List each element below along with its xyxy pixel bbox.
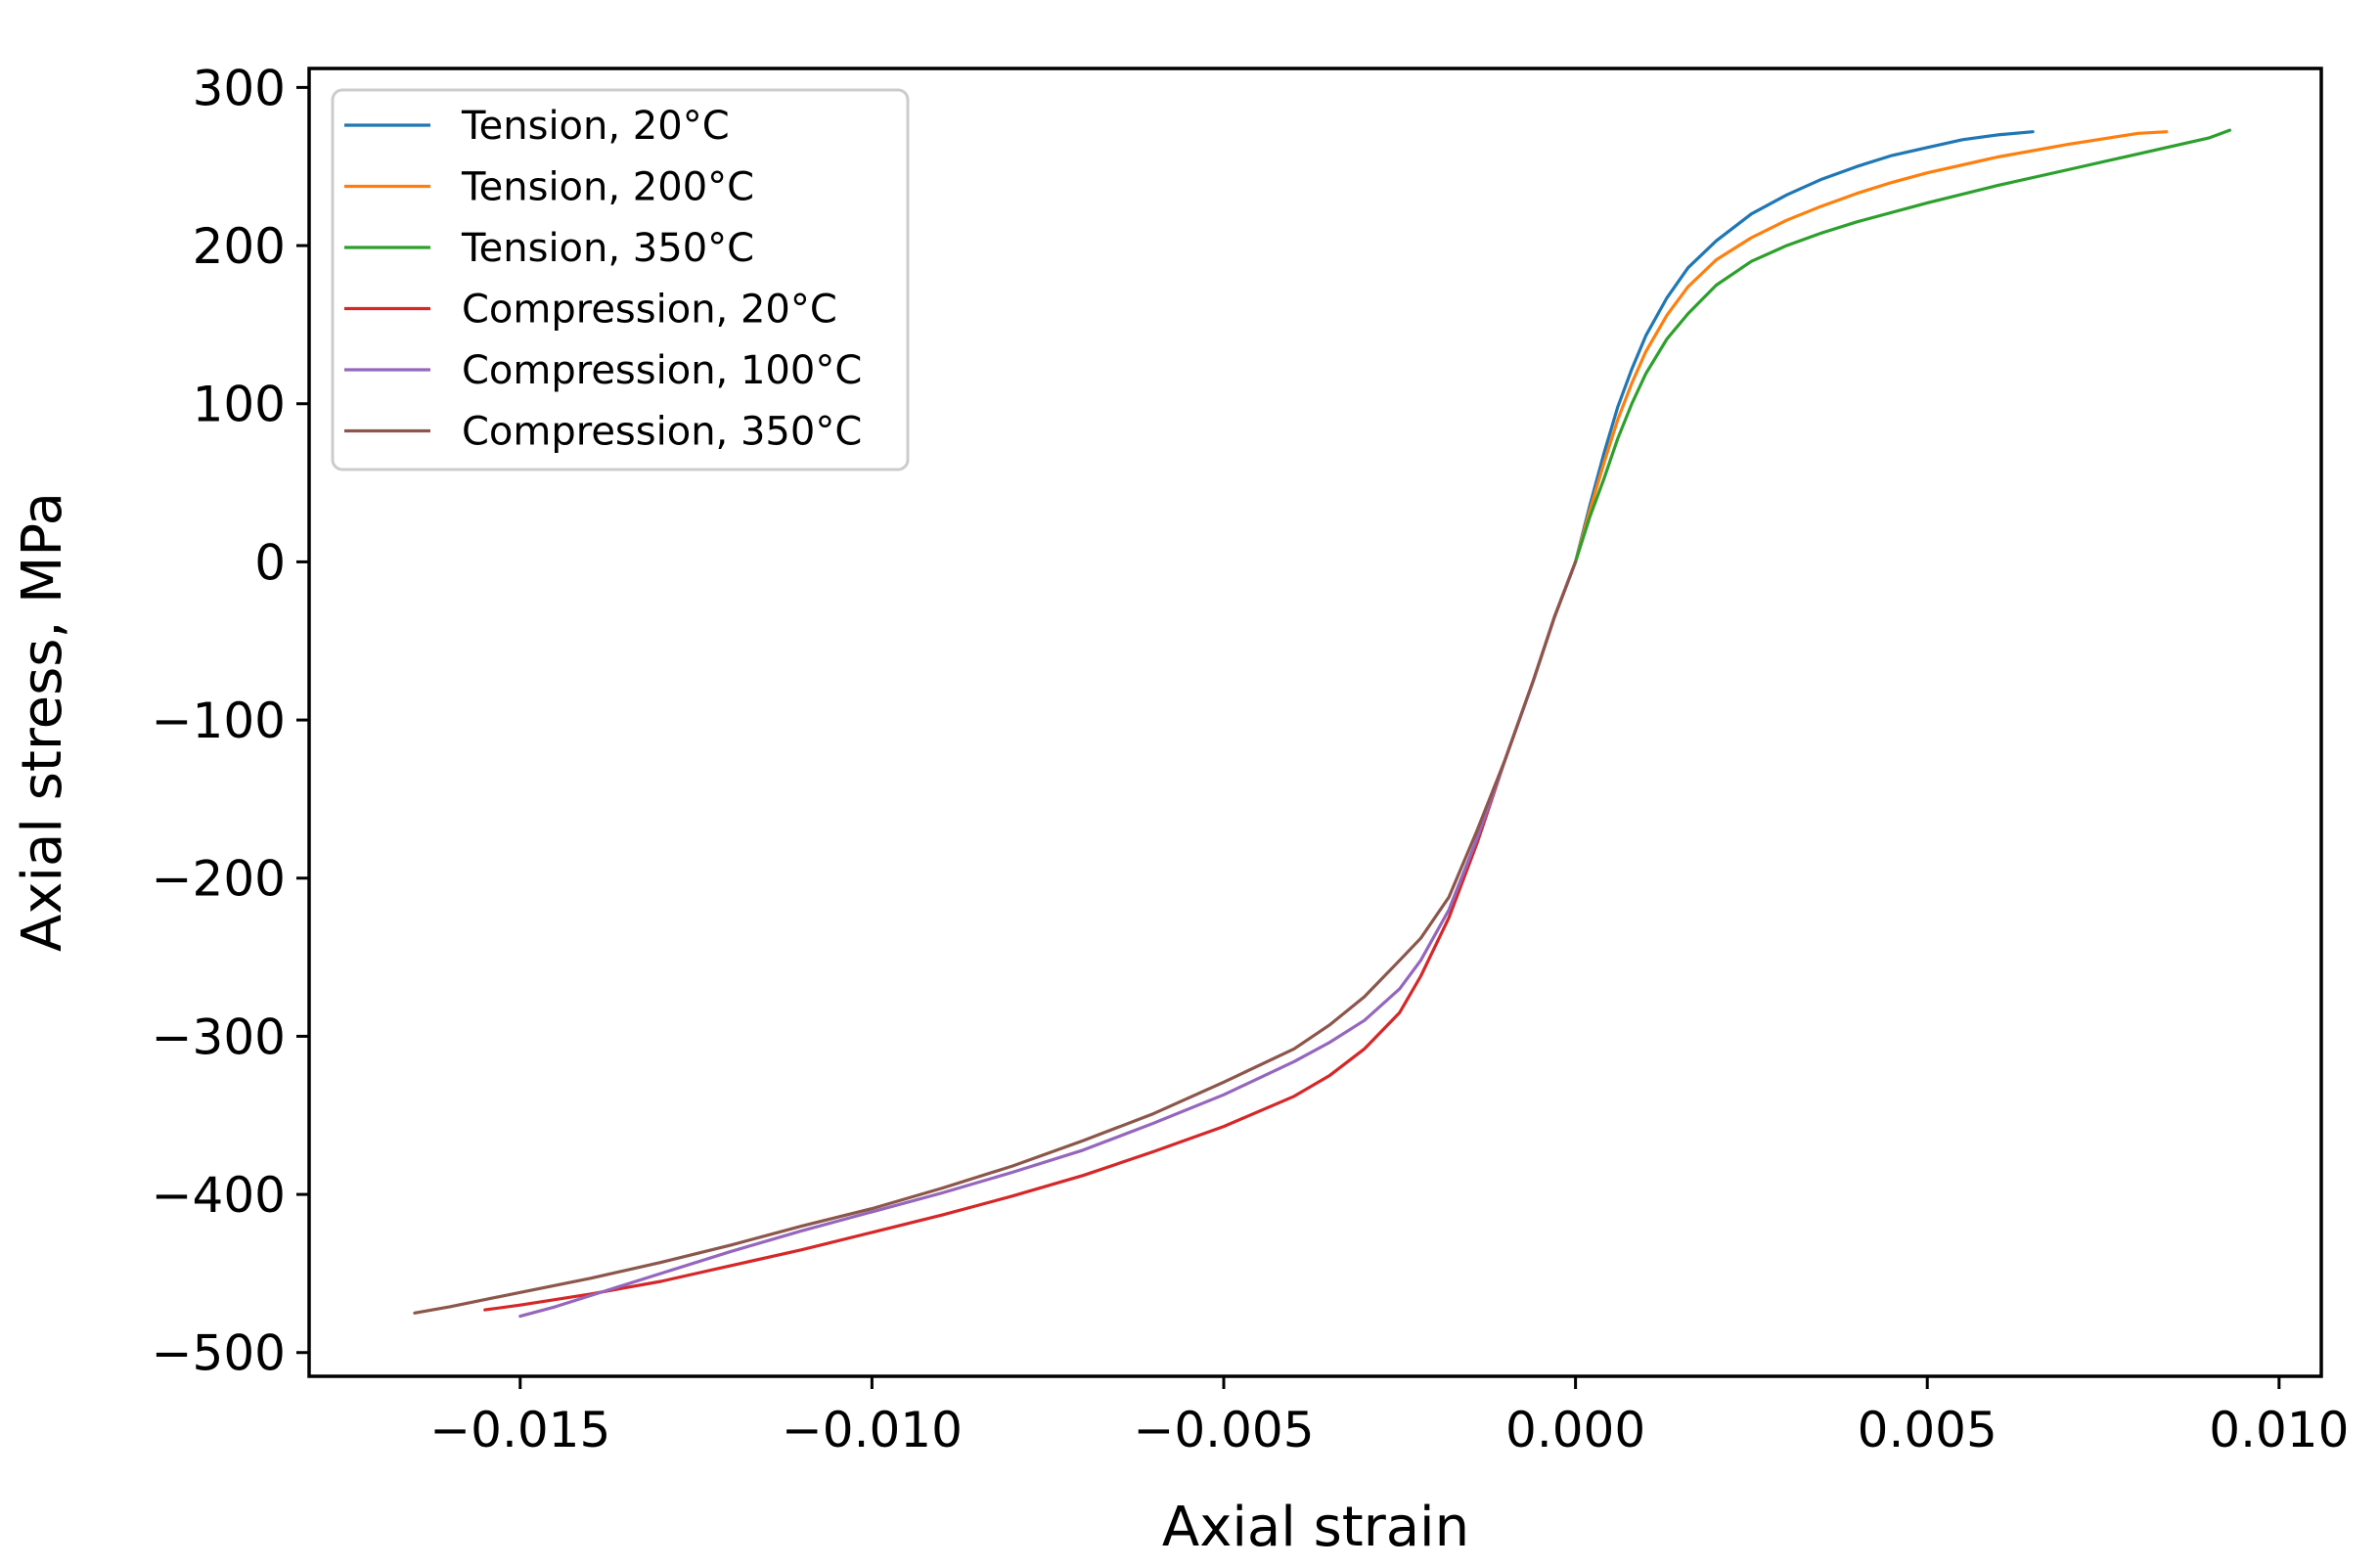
x-tick-label: −0.005 (1133, 1402, 1314, 1458)
y-tick-label: −200 (152, 851, 286, 908)
x-tick-label: −0.010 (782, 1402, 963, 1458)
legend: Tension, 20°C Tension, 200°C Tension, 350°… (331, 88, 910, 471)
plot-frame (307, 67, 2323, 1378)
series-line-1 (1573, 130, 2035, 564)
y-axis-ticks: 300 200 100 0 −100 −200 −300 −400 −500 (152, 60, 309, 1382)
y-tick-label: −300 (152, 1008, 286, 1065)
x-tick-label: 0.010 (2209, 1402, 2349, 1458)
x-axis-title: Axial strain (1162, 1496, 1469, 1559)
y-tick-label: 300 (193, 60, 286, 116)
legend-label: Compression, 20°C (462, 288, 837, 333)
legend-box (331, 88, 910, 471)
series-line-6 (413, 560, 1578, 1315)
y-tick-label: 100 (193, 377, 286, 433)
y-tick-label: −400 (152, 1167, 286, 1224)
y-tick-label: −500 (152, 1325, 286, 1382)
y-axis-title: Axial stress, MPa (11, 492, 74, 952)
y-tick-label: −100 (152, 693, 286, 749)
plot-lines (413, 128, 2232, 1319)
series-line-2 (1573, 130, 2169, 564)
x-tick-label: 0.005 (1858, 1402, 1997, 1458)
series-line-3 (1573, 128, 2232, 564)
legend-label: Tension, 20°C (461, 104, 730, 149)
x-axis-ticks: −0.015 −0.010 −0.005 0.000 0.005 0.010 (429, 1376, 2349, 1458)
series-line-5 (518, 560, 1578, 1319)
legend-label: Tension, 350°C (461, 226, 754, 271)
legend-items: Tension, 20°C Tension, 200°C Tension, 350°… (344, 104, 862, 455)
x-tick-label: 0.000 (1505, 1402, 1645, 1458)
legend-label: Compression, 100°C (462, 348, 862, 393)
legend-label: Tension, 200°C (461, 165, 754, 210)
y-tick-label: 200 (193, 218, 286, 275)
y-tick-label: 0 (254, 534, 286, 591)
legend-label: Compression, 350°C (462, 410, 862, 455)
x-tick-label: −0.015 (429, 1402, 610, 1458)
